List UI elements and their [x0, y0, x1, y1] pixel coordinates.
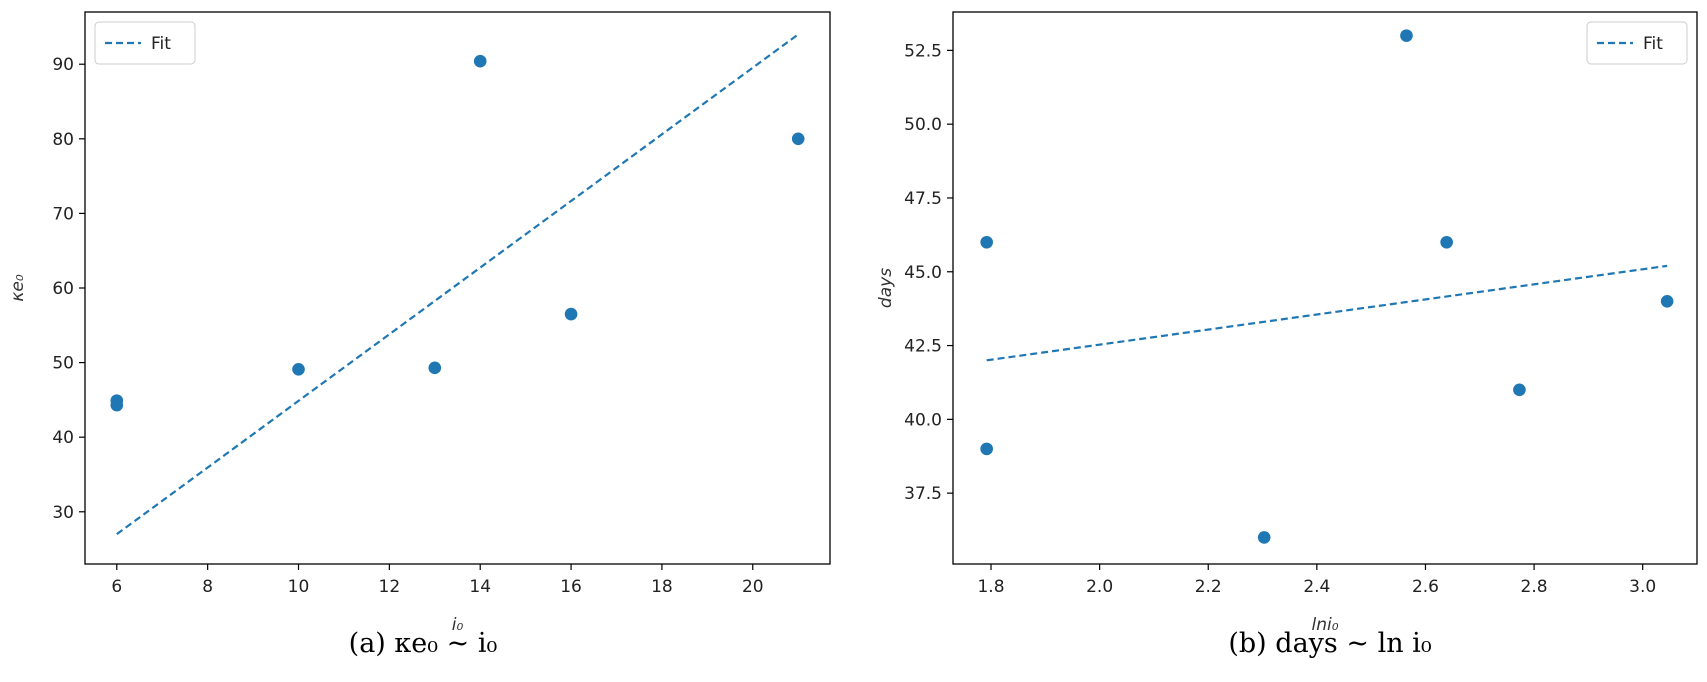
data-point	[1660, 294, 1674, 308]
data-point	[1513, 383, 1526, 397]
x-tick-label: 2.6	[1412, 577, 1439, 597]
data-point	[292, 363, 305, 376]
x-axis-label: i₀	[452, 615, 464, 635]
y-tick-label: 47.5	[904, 189, 942, 209]
y-tick-label: 37.5	[904, 484, 942, 504]
x-tick-label: 12	[379, 577, 401, 597]
x-tick-label: 3.0	[1629, 577, 1656, 597]
x-tick-label: 2.4	[1303, 577, 1330, 597]
y-axis-label: κe₀	[8, 274, 28, 301]
data-point	[428, 361, 442, 375]
y-tick-label: 52.5	[904, 41, 942, 61]
x-tick-label: 2.0	[1086, 577, 1113, 597]
y-tick-label: 40.0	[904, 410, 942, 430]
plot-frame	[952, 11, 1698, 565]
data-point	[473, 54, 487, 68]
figure-caption: (a) κe₀ ~ i₀	[349, 628, 498, 659]
legend-box	[94, 21, 196, 65]
x-tick-label: 8	[202, 577, 213, 597]
x-tick-label: 14	[469, 577, 491, 597]
legend-label: Fit	[1643, 34, 1663, 54]
x-axis-label: lni₀	[1311, 615, 1338, 635]
y-tick-label: 42.5	[904, 337, 942, 357]
data-point	[980, 235, 993, 249]
x-tick-label: 16	[560, 577, 582, 597]
x-tick-label: 6	[111, 577, 122, 597]
data-point	[1440, 235, 1453, 249]
x-tick-label: 2.8	[1521, 577, 1548, 597]
data-point	[791, 132, 805, 146]
x-tick-label: 1.8	[977, 577, 1004, 597]
data-point	[110, 394, 124, 407]
data-point	[1257, 531, 1271, 544]
x-tick-label: 20	[742, 577, 764, 597]
y-tick-label: 60	[52, 279, 74, 299]
plot-frame	[84, 11, 831, 565]
legend: Fit	[94, 21, 196, 65]
y-tick-label: 70	[52, 204, 74, 224]
data-point	[980, 442, 993, 456]
x-tick-label: 10	[288, 577, 310, 597]
data-point	[564, 307, 578, 321]
y-tick-label: 80	[52, 130, 74, 150]
y-tick-label: 45.0	[904, 263, 942, 283]
fit-line	[116, 33, 799, 536]
y-tick-label: 40	[52, 428, 74, 448]
figure-caption: (b) days ~ ln i₀	[1228, 628, 1431, 659]
legend-label: Fit	[151, 34, 171, 54]
y-tick-label: 90	[52, 55, 74, 75]
legend: Fit	[1586, 21, 1688, 65]
y-tick-label: 50	[52, 354, 74, 374]
x-tick-label: 18	[651, 577, 673, 597]
y-tick-label: 50.0	[904, 115, 942, 135]
x-tick-label: 2.2	[1195, 577, 1222, 597]
legend-box	[1586, 21, 1688, 65]
chart-panel-b: 1.8 2.0 2.2 2.4 2.6 2.8 3.0 37.5 40.0 42.5 45.0 47.…	[876, 11, 1698, 659]
y-tick-label: 30	[52, 503, 74, 523]
y-axis-label: days	[876, 268, 896, 308]
fit-line	[986, 264, 1668, 362]
chart-panel-a: 6 8 10 12 14 16 18 20 30 40 50 60 70 80 90 i₀ κe₀ Fit (a) …	[8, 11, 831, 659]
data-point	[1400, 29, 1413, 42]
